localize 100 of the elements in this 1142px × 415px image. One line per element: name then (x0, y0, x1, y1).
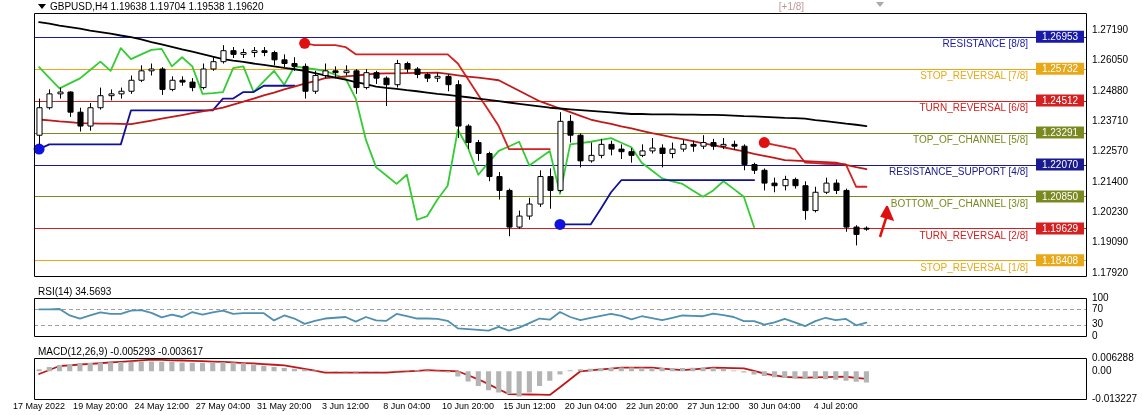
bar (87, 362, 93, 372)
bar (97, 362, 103, 372)
y-tick-label: 1.21400 (1092, 175, 1129, 187)
bar (475, 371, 481, 387)
bar (863, 371, 869, 383)
chart-title: MACD(12,26,9) -0.005293 -0.003617 (38, 345, 204, 357)
annotation: 1.24512 (1041, 94, 1079, 106)
x-tick-label: 8 Jun 04:00 (383, 401, 431, 412)
text: [+1/8] (778, 0, 805, 12)
bar (138, 361, 144, 372)
bar (618, 367, 624, 372)
point (554, 218, 566, 230)
chart-title: GBPUSD,H4 1.19638 1.19704 1.19538 1.19620 (50, 0, 264, 12)
bar (782, 371, 788, 379)
bar (36, 369, 42, 372)
y-tick-label: 1.20230 (1092, 206, 1129, 218)
y-tick-label: 1.19090 (1092, 236, 1129, 248)
bar (526, 371, 532, 393)
candlestick (496, 171, 503, 201)
x-tick-label: 15 Jun 12:00 (503, 401, 556, 412)
bar (128, 361, 134, 372)
x-tick-label: 27 May 04:00 (195, 401, 251, 412)
ref-line-label: STOP_REVERSAL [1/8] (920, 262, 1029, 274)
y-tick-label: 1.26050 (1092, 54, 1129, 66)
bar (210, 362, 216, 372)
bar (56, 364, 63, 372)
bar (751, 371, 757, 375)
x-tick-label: 4 Jul 20:00 (813, 401, 858, 412)
ref-line-label: STOP_REVERSAL [7/8] (920, 70, 1029, 82)
x-tick-label: 24 May 12:00 (134, 401, 189, 412)
bar (802, 371, 808, 379)
bar (77, 363, 83, 372)
y-tick-label: -0.013227 (1092, 392, 1138, 404)
annotation: 1.20850 (1041, 190, 1079, 202)
x-tick-label: 10 Jun 20:00 (442, 401, 495, 412)
x-tick-label: 31 May 20:00 (256, 401, 312, 412)
candlestick (312, 70, 319, 95)
bar (812, 371, 818, 380)
ref-line-label: TOP_OF_CHANNEL [5/8] (912, 134, 1029, 146)
y-tick-label: 30 (1092, 318, 1104, 330)
bar (199, 362, 206, 372)
candlestick (537, 169, 544, 208)
bar (547, 371, 553, 381)
ref-line-label: BOTTOM_OF_CHANNEL [3/8] (890, 198, 1029, 210)
bar (240, 363, 246, 372)
bar (659, 368, 665, 372)
y-tick-label: 0.006288 (1092, 351, 1135, 363)
ref-line-label: TURN_REVERSAL [6/8] (919, 102, 1029, 114)
y-tick-label: 0 (1092, 329, 1098, 341)
x-tick-label: 22 Jun 20:00 (625, 401, 678, 412)
bar (271, 367, 277, 372)
bar (771, 371, 778, 378)
annotation: 1.26953 (1041, 30, 1079, 42)
bar (628, 367, 635, 372)
bar (220, 362, 226, 372)
candlestick (87, 102, 94, 132)
x-tick-label: 20 Jun 04:00 (564, 401, 617, 412)
x-tick-label: 27 Jun 12:00 (687, 401, 740, 412)
y-tick-label: 0.00 (1092, 365, 1112, 377)
bar (189, 362, 195, 372)
bar (67, 363, 73, 372)
ref-line-label: TURN_REVERSAL [2/8] (919, 230, 1029, 242)
bar (179, 362, 185, 372)
bar (792, 371, 798, 379)
y-tick-label: 1.24880 (1092, 84, 1129, 96)
bar (833, 371, 839, 380)
bar (843, 371, 849, 381)
bar (485, 371, 492, 391)
bar (506, 371, 512, 395)
chart-title: RSI(14) 34.5693 (38, 285, 112, 297)
bar (169, 361, 175, 372)
bar (669, 368, 675, 372)
annotation: 1.25732 (1041, 62, 1079, 74)
bar (577, 369, 583, 372)
candlestick (547, 167, 554, 210)
bar (496, 371, 502, 393)
x-tick-label: 3 Jun 12:00 (321, 401, 370, 412)
bar (108, 362, 114, 372)
ref-line-label: RESISTANCE_SUPPORT [4/8] (889, 166, 1029, 178)
point (299, 37, 311, 49)
x-tick-label: 30 Jun 04:00 (748, 401, 801, 412)
bar (118, 361, 124, 372)
bar (46, 367, 52, 372)
ref-line-label: RESISTANCE [8/8] (942, 38, 1029, 50)
annotation: 1.23291 (1041, 126, 1079, 138)
bar (853, 371, 859, 382)
bar (516, 371, 522, 397)
bar (465, 371, 471, 382)
point (758, 137, 770, 149)
bar (823, 371, 829, 380)
y-tick-label: 1.17920 (1092, 266, 1129, 278)
x-tick-label: 19 May 20:00 (73, 401, 128, 412)
annotation: 1.22070 (1041, 158, 1079, 170)
y-tick-label: 1.27190 (1092, 24, 1129, 36)
bar (557, 371, 563, 375)
y-tick-label: 70 (1092, 303, 1104, 315)
y-tick-label: 100 (1092, 291, 1110, 303)
annotation: 1.18408 (1041, 254, 1079, 266)
bar (537, 371, 543, 387)
x-tick-label: 17 May 2022 (13, 401, 66, 412)
